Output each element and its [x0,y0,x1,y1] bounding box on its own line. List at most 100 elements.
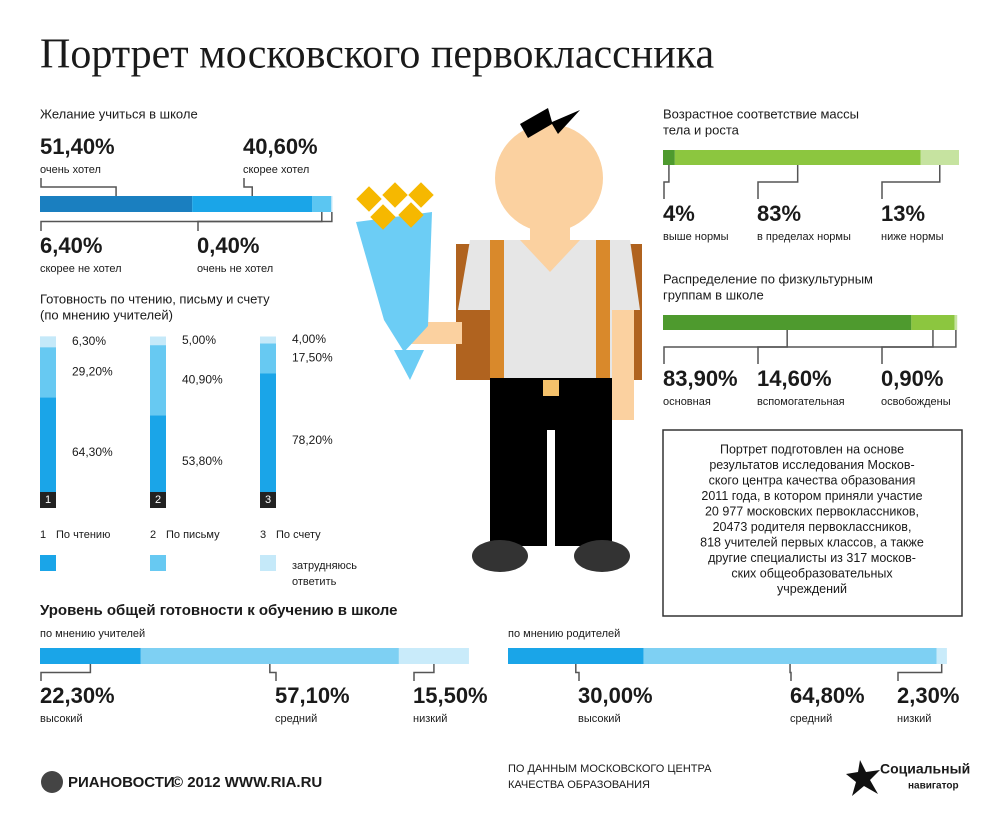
leader-line [413,664,435,681]
value-label: 6,30% [72,334,106,348]
category-label: По счету [276,529,321,541]
category-number: 3 [260,529,266,541]
bar-segment [398,648,469,664]
series-name: вспомогательная [757,396,845,408]
bar-segment [674,150,921,165]
leader-line [243,178,253,196]
leader-line [40,178,117,196]
note-line: ских общеобразовательных [731,566,893,580]
legend-label: затрудняюсь ответить [292,560,357,588]
note-line: результатов исследования Москов- [709,458,914,472]
category-number: 2 [155,494,161,506]
value-label: 4% [663,201,695,226]
chart-title: тела и роста [663,122,740,137]
value-label: 64,80% [790,683,865,708]
leader-line [269,664,277,681]
leader-line [40,212,323,231]
series-name: основная [663,396,711,408]
source: КАЧЕСТВА ОБРАЗОВАНИЯ [508,779,650,791]
value-label: 30,00% [578,683,653,708]
series-name: в пределах нормы [757,231,851,243]
leader-line [881,165,941,199]
page-title: Портрет московского первоклассника [40,32,715,78]
chart-title: по мнению родителей [508,628,620,640]
column-segment [260,343,276,374]
boy-illustration [356,108,642,572]
column-segment [260,373,276,508]
note-line: 20 977 московских первоклассников, [705,504,919,518]
chart-title: Возрастное соответствие массы [663,106,859,121]
series-name: низкий [897,713,931,725]
series-name: скорее хотел [243,164,309,176]
bar-segment [40,196,193,212]
category-label: По чтению [56,529,110,541]
series-name: скорее не хотел [40,263,122,275]
value-label: 13% [881,201,925,226]
value-label: 5,00% [182,333,216,347]
chart-title: Желание учиться в школе [40,106,198,121]
series-name: очень не хотел [197,263,273,275]
bar-segment [911,315,955,330]
leader-line [40,664,92,681]
note-line: учреждений [777,582,847,596]
value-label: 51,40% [40,134,115,159]
category-number: 2 [150,529,156,541]
series-name: очень хотел [40,164,101,176]
note-line: 2011 года, в котором приняли участие [701,489,922,503]
bar-segment [312,196,332,212]
bar-segment [954,315,958,330]
series-name: высокий [40,713,83,725]
category-number: 1 [45,494,51,506]
chart-title: группам в школе [663,287,764,302]
column-segment [40,397,56,508]
value-label: 83% [757,201,801,226]
legend-swatch [150,555,166,571]
series-name: средний [275,713,317,725]
section-title: Уровень общей готовности к обучению в шк… [40,602,397,619]
bar-segment [508,648,644,664]
bar-segment [663,150,675,165]
note-line: ского центра качества образования [709,473,916,487]
value-label: 15,50% [413,683,488,708]
note-line: 818 учителей первых классов, а также [700,535,924,549]
leader-line [663,330,788,364]
leader-line [663,165,670,199]
leader-line [757,330,934,364]
bar-segment [192,196,313,212]
chart-title: по мнению учителей [40,628,145,640]
value-label: 2,30% [897,683,959,708]
column-segment [40,347,56,398]
category-number: 1 [40,529,46,541]
value-label: 83,90% [663,366,738,391]
note-line: Портрет подготовлен на основе [720,442,904,456]
leader-line [575,664,580,681]
column-segment [150,415,166,508]
value-label: 4,00% [292,332,326,346]
source: ПО ДАННЫМ МОСКОВСКОГО ЦЕНТРА [508,763,712,775]
value-label: 0,40% [197,233,259,258]
series-name: низкий [413,713,447,725]
copyright: © 2012 WWW.RIA.RU [172,774,322,791]
category-box [40,492,56,508]
value-label: 14,60% [757,366,832,391]
brand: Социальный [880,761,970,777]
column-segment [150,336,166,346]
value-label: 6,40% [40,233,102,258]
leader-line [757,165,799,199]
value-label: 17,50% [292,351,333,365]
value-label: 40,90% [182,372,223,386]
value-label: 78,20% [292,433,333,447]
column-segment [150,345,166,416]
category-box [150,492,166,508]
bar-segment [40,648,141,664]
chart-title: Готовность по чтению, письму и счету [40,291,270,306]
value-label: 57,10% [275,683,350,708]
column-segment [40,336,56,348]
value-label: 29,20% [72,364,113,378]
value-label: 40,60% [243,134,318,159]
leader-line [897,664,943,681]
series-name: ниже нормы [881,231,944,243]
category-box [260,492,276,508]
